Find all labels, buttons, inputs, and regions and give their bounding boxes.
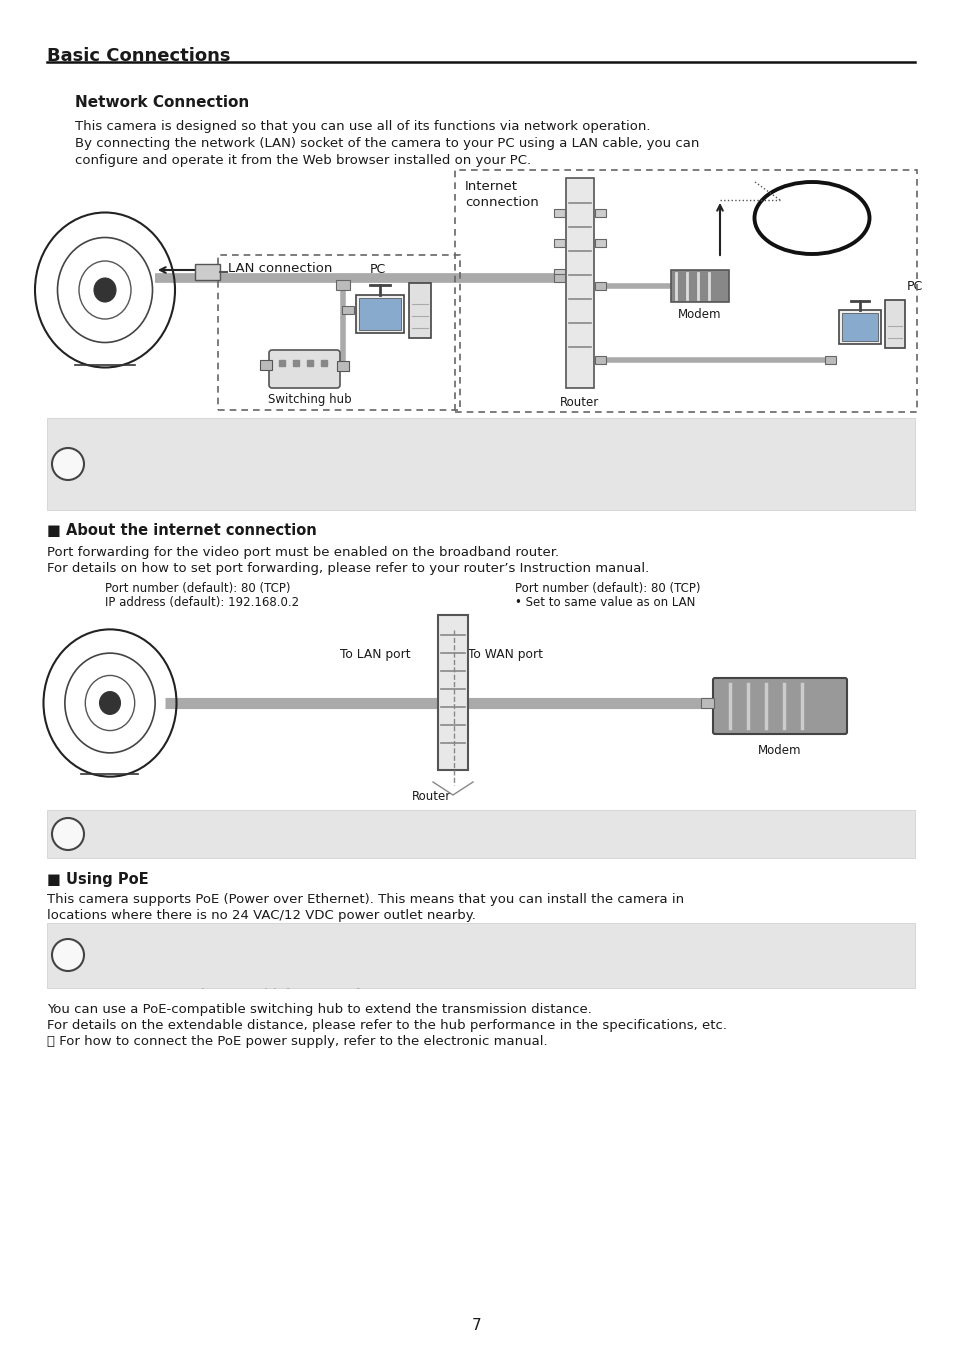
Text: them with port numbers that are different from that of the first camera. (      : them with port numbers that are differen… [88, 837, 753, 850]
Text: LAN connection: LAN connection [228, 262, 332, 274]
Bar [595, 283, 605, 289]
Bar [336, 361, 349, 370]
Text: !: ! [64, 830, 72, 848]
Bar [565, 178, 594, 388]
Bar [218, 256, 459, 410]
Bar [838, 310, 880, 343]
Bar [841, 314, 877, 341]
Text: • Use a straight-type cable if connecting to LAN, and use a cross-type cable if : • Use a straight-type cable if connectin… [88, 449, 789, 462]
Text: To connect two or more cameras, via network operation on the NETWORK SETTINGS sc: To connect two or more cameras, via netw… [88, 821, 773, 834]
Text: Internet: Internet [786, 211, 836, 224]
Circle shape [52, 818, 84, 850]
Text: Port forwarding for the video port must be enabled on the broadband router.: Port forwarding for the video port must … [47, 546, 558, 558]
Text: Modem: Modem [678, 308, 721, 320]
Text: Port number (default): 80 (TCP): Port number (default): 80 (TCP) [105, 581, 291, 595]
Text: This camera is designed so that you can use all of its functions via network ope: This camera is designed so that you can … [75, 120, 650, 132]
Text: Network Connection: Network Connection [75, 95, 249, 110]
Text: For details on how to set port forwarding, please refer to your router’s Instruc: For details on how to set port forwardin… [47, 562, 649, 575]
Text: • Use a LAN cable no longer than 100 m (109.4 yards) with the shield type CAT5 o: • Use a LAN cable no longer than 100 m (… [88, 429, 712, 442]
Bar [194, 264, 220, 280]
Text: Internet: Internet [464, 180, 517, 193]
Text: !: ! [64, 461, 72, 480]
Text: ■ About the internet connection: ■ About the internet connection [47, 523, 316, 538]
Bar [554, 210, 564, 218]
Text: • When the PoE power supply is used, you cannot record video to an external hard: • When the PoE power supply is used, you… [88, 976, 738, 990]
Bar [341, 306, 354, 314]
Text: To WAN port: To WAN port [468, 648, 542, 661]
Ellipse shape [94, 279, 116, 301]
Bar [358, 297, 400, 330]
Bar [554, 274, 564, 283]
Text: camera to a PC.: camera to a PC. [88, 469, 210, 483]
Text: Port number (default): 80 (TCP): Port number (default): 80 (TCP) [515, 581, 700, 595]
Bar [595, 239, 605, 247]
Text: connection: connection [464, 196, 538, 210]
Text: !: ! [64, 950, 72, 969]
Text: • The supported Web browser is Internet Explorer Ver.6.0 SP2 or higher, or Inter: • The supported Web browser is Internet … [88, 489, 787, 502]
Text: Modem: Modem [758, 744, 801, 757]
Bar [554, 239, 564, 247]
Bar [455, 170, 916, 412]
Text: ␠ For how to connect the PoE power supply, refer to the electronic manual.: ␠ For how to connect the PoE power suppl… [47, 1036, 547, 1048]
Text: To LAN port: To LAN port [339, 648, 410, 661]
Circle shape [52, 448, 84, 480]
Text: By connecting the network (LAN) socket of the camera to your PC using a LAN cabl: By connecting the network (LAN) socket o… [75, 137, 699, 150]
Bar [47, 418, 914, 510]
Bar [595, 210, 605, 218]
Text: locations where there is no 24 VAC/12 VDC power outlet nearby.: locations where there is no 24 VAC/12 VD… [47, 909, 476, 922]
Bar [409, 283, 431, 338]
Text: This camera supports PoE (Power over Ethernet). This means that you can install : This camera supports PoE (Power over Eth… [47, 894, 683, 906]
Text: Router: Router [559, 396, 598, 410]
Text: Basic Connections: Basic Connections [47, 47, 231, 65]
Bar [355, 295, 403, 333]
Bar [595, 356, 605, 364]
Text: • Set to same value as on LAN: • Set to same value as on LAN [515, 596, 695, 608]
Text: You can use a PoE-compatible switching hub to extend the transmission distance.: You can use a PoE-compatible switching h… [47, 1003, 591, 1015]
Text: Switching hub: Switching hub [268, 393, 352, 406]
Bar [47, 810, 914, 859]
Bar [47, 923, 914, 988]
Text: configure and operate it from the Web browser installed on your PC.: configure and operate it from the Web br… [75, 154, 531, 168]
Circle shape [52, 940, 84, 971]
Text: ■ Using PoE: ■ Using PoE [47, 872, 149, 887]
Text: PC: PC [906, 280, 923, 293]
Text: 7: 7 [472, 1318, 481, 1333]
Text: For details on the extendable distance, please refer to the hub performance in t: For details on the extendable distance, … [47, 1019, 726, 1032]
Text: IP address (default): 192.168.0.2: IP address (default): 192.168.0.2 [105, 596, 299, 608]
Bar [335, 280, 350, 289]
Bar [824, 356, 835, 364]
FancyBboxPatch shape [712, 677, 846, 734]
Ellipse shape [754, 183, 868, 254]
Text: Router: Router [412, 790, 451, 803]
Bar [884, 300, 904, 347]
FancyBboxPatch shape [670, 270, 728, 301]
Text: PC: PC [370, 264, 386, 276]
Bar [437, 615, 468, 771]
Text: • If you are using PoE, do not use the camera’s power terminals (24 VAC/12 VDC).: • If you are using PoE, do not use the c… [88, 934, 654, 946]
Text: • Do not power the PoE hub or PoE power adapter until you finish connecting the : • Do not power the PoE hub or PoE power … [88, 955, 710, 968]
Bar [554, 269, 564, 277]
FancyBboxPatch shape [269, 350, 339, 388]
Bar [700, 698, 713, 708]
Ellipse shape [99, 692, 120, 714]
Bar [260, 360, 272, 370]
